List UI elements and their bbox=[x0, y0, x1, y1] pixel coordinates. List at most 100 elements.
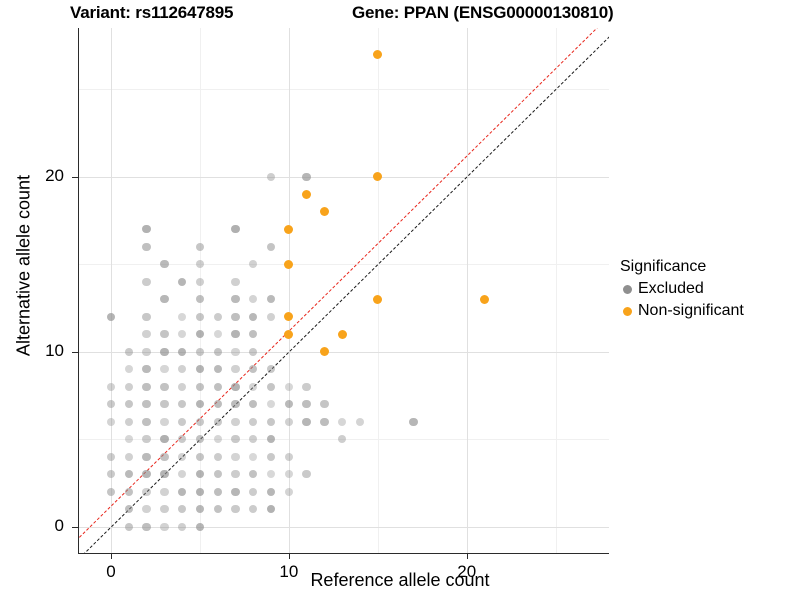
data-point bbox=[142, 383, 150, 391]
data-point bbox=[409, 418, 417, 426]
data-point bbox=[142, 278, 150, 286]
reference-line-red-dashed-reference bbox=[79, 28, 609, 538]
data-point bbox=[178, 470, 186, 478]
data-point bbox=[231, 278, 239, 286]
data-point bbox=[267, 453, 275, 461]
data-point bbox=[142, 225, 150, 233]
data-point bbox=[249, 295, 257, 303]
data-point bbox=[249, 470, 257, 478]
data-point bbox=[160, 295, 168, 303]
gridline-minor-x bbox=[556, 28, 557, 553]
data-point bbox=[214, 488, 222, 496]
data-point bbox=[160, 418, 168, 426]
data-point bbox=[178, 313, 186, 321]
data-point bbox=[160, 505, 168, 513]
gene-title: Gene: PPAN (ENSG00000130810) bbox=[352, 3, 614, 23]
data-point bbox=[214, 470, 222, 478]
data-point bbox=[160, 365, 168, 373]
data-point bbox=[231, 313, 239, 321]
data-point bbox=[267, 418, 275, 426]
gridline-major-y bbox=[79, 352, 609, 353]
data-point bbox=[178, 330, 186, 338]
data-point bbox=[302, 190, 311, 199]
data-point bbox=[178, 383, 186, 391]
data-point bbox=[142, 330, 150, 338]
data-point bbox=[320, 418, 328, 426]
data-point bbox=[160, 400, 168, 408]
x-axis-tick bbox=[111, 553, 112, 559]
data-point bbox=[214, 330, 222, 338]
data-point bbox=[267, 505, 275, 513]
chart-root: Variant: rs112647895 Gene: PPAN (ENSG000… bbox=[0, 0, 800, 600]
data-point bbox=[160, 383, 168, 391]
variant-title: Variant: rs112647895 bbox=[70, 3, 233, 23]
data-point bbox=[267, 470, 275, 478]
gridline-minor-x bbox=[200, 28, 201, 553]
gridline-major-y bbox=[79, 177, 609, 178]
data-point bbox=[125, 400, 133, 408]
data-point bbox=[302, 400, 310, 408]
gridline-minor-y bbox=[79, 439, 609, 440]
data-point bbox=[302, 418, 310, 426]
data-point bbox=[214, 505, 222, 513]
data-point bbox=[267, 488, 275, 496]
y-axis-tick bbox=[72, 352, 78, 353]
legend-label-excluded: Excluded bbox=[638, 280, 704, 298]
data-point bbox=[160, 488, 168, 496]
data-point bbox=[125, 453, 133, 461]
data-point bbox=[320, 207, 329, 216]
data-point bbox=[231, 225, 239, 233]
gridline-major-x bbox=[111, 28, 112, 553]
data-point bbox=[249, 400, 257, 408]
data-point bbox=[231, 453, 239, 461]
x-axis-title: Reference allele count bbox=[0, 570, 800, 591]
data-point bbox=[142, 418, 150, 426]
data-point bbox=[231, 505, 239, 513]
data-point bbox=[178, 418, 186, 426]
data-point bbox=[267, 383, 275, 391]
data-point bbox=[142, 243, 150, 251]
data-point bbox=[338, 418, 346, 426]
data-point bbox=[267, 400, 275, 408]
data-point bbox=[231, 330, 239, 338]
data-point bbox=[231, 365, 239, 373]
x-axis-tick bbox=[289, 553, 290, 559]
data-point bbox=[231, 488, 239, 496]
data-point bbox=[231, 295, 239, 303]
data-point bbox=[249, 453, 257, 461]
data-point bbox=[267, 295, 275, 303]
legend-item-excluded[interactable]: Excluded bbox=[618, 278, 796, 300]
data-point bbox=[480, 295, 489, 304]
data-point bbox=[338, 330, 347, 339]
data-point bbox=[178, 505, 186, 513]
data-point bbox=[178, 488, 186, 496]
data-point bbox=[142, 313, 150, 321]
data-point bbox=[302, 383, 310, 391]
legend-item-non-significant[interactable]: Non-significant bbox=[618, 300, 796, 322]
data-point bbox=[231, 418, 239, 426]
data-point bbox=[142, 400, 150, 408]
y-axis-title: Alternative allele count bbox=[14, 56, 35, 476]
y-axis-tick bbox=[72, 527, 78, 528]
data-point bbox=[125, 418, 133, 426]
y-axis-tick-label: 0 bbox=[0, 516, 64, 536]
legend: Significance Excluded Non-significant bbox=[618, 258, 796, 322]
data-point bbox=[249, 488, 257, 496]
data-point bbox=[214, 313, 222, 321]
data-point bbox=[178, 400, 186, 408]
x-axis-tick bbox=[467, 553, 468, 559]
reference-line-black-dashed-identity bbox=[79, 37, 609, 553]
data-point bbox=[249, 313, 257, 321]
data-point bbox=[249, 505, 257, 513]
gridline-major-y bbox=[79, 527, 609, 528]
legend-swatch-non-significant-icon bbox=[618, 307, 636, 316]
gridline-minor-y bbox=[79, 264, 609, 265]
data-point bbox=[214, 365, 222, 373]
x-axis-line bbox=[78, 553, 609, 554]
y-axis-tick bbox=[72, 177, 78, 178]
legend-title: Significance bbox=[620, 258, 796, 276]
gridline-minor-y bbox=[79, 89, 609, 90]
data-point bbox=[267, 313, 275, 321]
data-point bbox=[356, 418, 364, 426]
plot-panel bbox=[79, 28, 609, 553]
